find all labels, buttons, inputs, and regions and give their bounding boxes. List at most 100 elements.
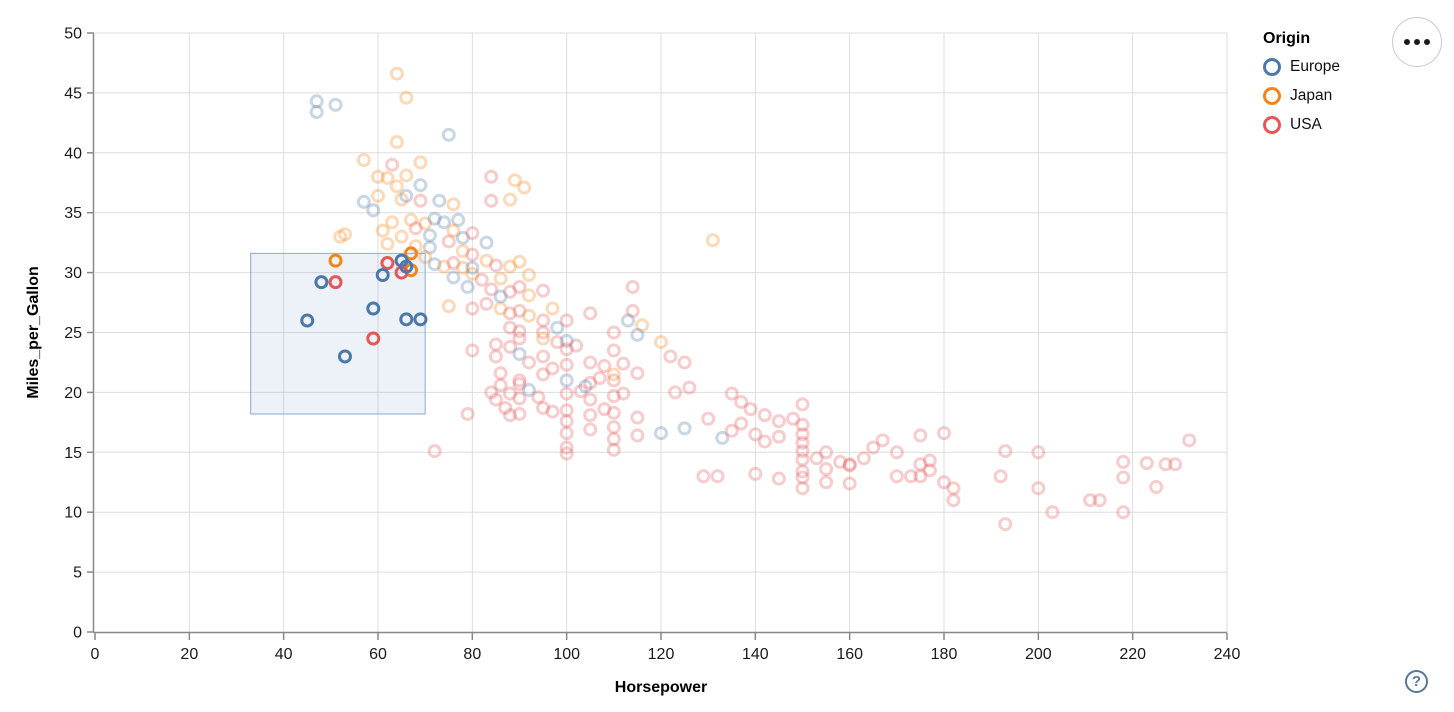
data-point-selected [300,313,315,328]
menu-button[interactable] [1392,17,1442,67]
data-point [998,517,1013,532]
data-point [536,349,551,364]
data-point-selected [328,253,343,268]
data-point [488,258,503,273]
data-point-selected [399,312,414,327]
data-point [724,386,739,401]
legend-title: Origin [1263,30,1311,47]
europe-circle-icon [1263,58,1281,76]
data-point [875,433,890,448]
data-point [734,416,749,431]
data-point [913,428,928,443]
y-tick-label: 30 [64,265,82,282]
data-point [710,469,725,484]
data-point [455,244,470,259]
data-point [479,235,494,250]
data-point [503,259,518,274]
data-point [521,308,536,323]
data-point [668,385,683,400]
data-point [371,188,385,203]
legend-item-label: USA [1290,116,1322,133]
data-point-selected [328,275,343,290]
data-point [413,193,428,208]
data-point [422,240,437,255]
data-point [748,466,763,481]
data-point [441,234,456,249]
data-point [366,203,381,218]
data-point [715,430,730,445]
x-tick-label: 240 [1214,646,1241,663]
data-point [696,469,711,484]
data-point [484,193,499,208]
y-tick-label: 0 [73,625,82,642]
data-point [833,454,848,469]
data-point [446,270,461,285]
data-point [946,493,961,508]
brush-selection[interactable] [250,252,426,415]
data-point [630,428,645,443]
data-point [418,250,433,265]
help-button[interactable]: ? [1405,670,1428,693]
y-tick-label: 40 [64,145,82,162]
x-axis-title: Horsepower [615,679,707,696]
data-point [460,279,475,294]
data-point [757,434,772,449]
data-point [512,254,527,269]
data-point [404,212,419,227]
data-point [597,402,612,417]
data-point [1116,454,1131,469]
data-point [517,180,532,195]
data-point [606,405,621,420]
question-mark-icon: ? [1411,673,1422,690]
data-point [578,379,593,394]
data-point [446,197,461,212]
data-point [998,444,1013,459]
data-point [512,324,527,339]
data-point [809,451,824,466]
data-point [630,410,645,425]
y-tick-label: 35 [64,205,82,222]
data-point [460,406,475,421]
data-point [465,247,480,262]
data-point [559,403,574,418]
y-tick-label: 25 [64,325,82,342]
data-point [677,355,692,370]
data-point [389,179,404,194]
data-point [786,411,801,426]
data-point [309,94,324,109]
data-point [465,260,480,275]
data-point [536,331,551,346]
data-point [536,367,551,382]
japan-circle-icon [1263,87,1281,105]
data-point-selected [314,275,329,290]
data-point [842,476,857,491]
data-point [616,356,631,371]
data-point [385,215,400,230]
data-point [705,233,720,248]
data-point [583,306,598,321]
data-point [465,301,480,316]
data-point [356,194,371,209]
data-point [493,301,508,316]
data-point [795,417,810,432]
data-point [309,105,324,120]
data-point [550,320,565,335]
data-point [606,432,621,447]
data-point [1083,493,1098,508]
data-point [488,349,503,364]
x-tick-label: 80 [463,646,481,663]
data-point [795,435,810,450]
data-point [394,229,409,244]
data-point [795,481,810,496]
data-point [498,400,513,415]
data-point [484,169,499,184]
data-point [569,338,584,353]
data-point [451,212,466,227]
data-point [380,170,395,185]
data-point [677,421,692,436]
data-point [913,469,928,484]
data-point [625,279,640,294]
data-point [512,377,527,392]
